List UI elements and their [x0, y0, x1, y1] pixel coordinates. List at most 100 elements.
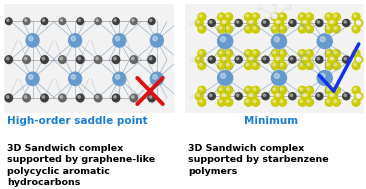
- Circle shape: [197, 94, 199, 97]
- Circle shape: [287, 6, 289, 7]
- Circle shape: [334, 88, 337, 90]
- Circle shape: [225, 50, 233, 57]
- Circle shape: [220, 92, 228, 100]
- Circle shape: [60, 96, 63, 98]
- Circle shape: [198, 13, 206, 21]
- Circle shape: [327, 63, 329, 66]
- Circle shape: [131, 57, 134, 60]
- Circle shape: [272, 13, 277, 19]
- Circle shape: [329, 21, 332, 23]
- Circle shape: [327, 27, 329, 29]
- Circle shape: [222, 19, 230, 27]
- Circle shape: [272, 25, 279, 33]
- Circle shape: [253, 88, 256, 90]
- Circle shape: [274, 37, 280, 42]
- Circle shape: [259, 20, 260, 21]
- Circle shape: [244, 86, 253, 94]
- Circle shape: [219, 100, 222, 103]
- Circle shape: [253, 27, 256, 29]
- Circle shape: [273, 14, 276, 17]
- Circle shape: [225, 13, 233, 21]
- Circle shape: [354, 88, 356, 90]
- Circle shape: [298, 25, 306, 33]
- Circle shape: [190, 21, 194, 25]
- Circle shape: [149, 96, 152, 98]
- Circle shape: [42, 19, 45, 22]
- Circle shape: [317, 71, 332, 85]
- Circle shape: [218, 25, 225, 33]
- Circle shape: [300, 14, 303, 17]
- Circle shape: [198, 62, 206, 70]
- Circle shape: [325, 13, 333, 21]
- Circle shape: [273, 88, 276, 90]
- Circle shape: [306, 25, 313, 33]
- Circle shape: [303, 57, 305, 60]
- Circle shape: [199, 51, 202, 54]
- Circle shape: [320, 37, 325, 42]
- Circle shape: [354, 100, 356, 103]
- Circle shape: [307, 27, 310, 29]
- Circle shape: [304, 57, 307, 60]
- Circle shape: [225, 25, 233, 33]
- Circle shape: [276, 19, 284, 27]
- Circle shape: [356, 21, 359, 23]
- Circle shape: [253, 100, 256, 103]
- Circle shape: [307, 63, 310, 66]
- Text: High-order saddle point: High-order saddle point: [7, 116, 148, 126]
- Circle shape: [198, 50, 206, 57]
- Circle shape: [330, 19, 337, 27]
- Circle shape: [352, 50, 360, 57]
- Circle shape: [60, 19, 63, 22]
- Circle shape: [114, 19, 116, 22]
- Circle shape: [154, 58, 158, 61]
- Circle shape: [263, 94, 266, 97]
- Circle shape: [303, 21, 305, 23]
- Circle shape: [276, 56, 284, 64]
- Circle shape: [226, 88, 229, 90]
- Circle shape: [334, 14, 337, 17]
- Circle shape: [331, 21, 334, 23]
- Circle shape: [354, 14, 356, 17]
- Circle shape: [96, 19, 98, 22]
- Circle shape: [298, 86, 306, 94]
- Circle shape: [330, 92, 337, 100]
- Circle shape: [24, 96, 27, 98]
- Circle shape: [219, 63, 222, 66]
- Circle shape: [3, 20, 5, 21]
- Circle shape: [5, 56, 12, 64]
- Circle shape: [320, 73, 325, 78]
- Circle shape: [356, 57, 359, 60]
- Circle shape: [113, 72, 126, 85]
- Circle shape: [113, 18, 119, 25]
- Circle shape: [258, 19, 262, 23]
- Circle shape: [259, 6, 260, 7]
- Circle shape: [262, 19, 269, 26]
- Circle shape: [263, 21, 266, 23]
- Circle shape: [69, 34, 82, 47]
- Circle shape: [153, 75, 157, 79]
- Circle shape: [272, 98, 279, 106]
- Circle shape: [343, 56, 350, 63]
- Circle shape: [197, 21, 199, 23]
- Circle shape: [29, 75, 33, 79]
- Circle shape: [246, 100, 249, 103]
- Circle shape: [354, 27, 356, 29]
- Circle shape: [226, 63, 229, 66]
- Circle shape: [325, 50, 333, 57]
- Circle shape: [246, 27, 249, 29]
- Circle shape: [279, 86, 287, 94]
- Circle shape: [250, 94, 253, 97]
- Circle shape: [235, 56, 242, 63]
- Circle shape: [332, 62, 340, 70]
- Circle shape: [277, 21, 280, 23]
- Circle shape: [298, 98, 306, 106]
- Circle shape: [334, 51, 337, 54]
- Circle shape: [112, 56, 120, 64]
- Circle shape: [307, 88, 310, 90]
- Text: Minimum: Minimum: [244, 116, 298, 126]
- Circle shape: [59, 56, 66, 64]
- Circle shape: [317, 34, 332, 49]
- Circle shape: [219, 27, 222, 29]
- Circle shape: [246, 63, 249, 66]
- Circle shape: [253, 51, 256, 54]
